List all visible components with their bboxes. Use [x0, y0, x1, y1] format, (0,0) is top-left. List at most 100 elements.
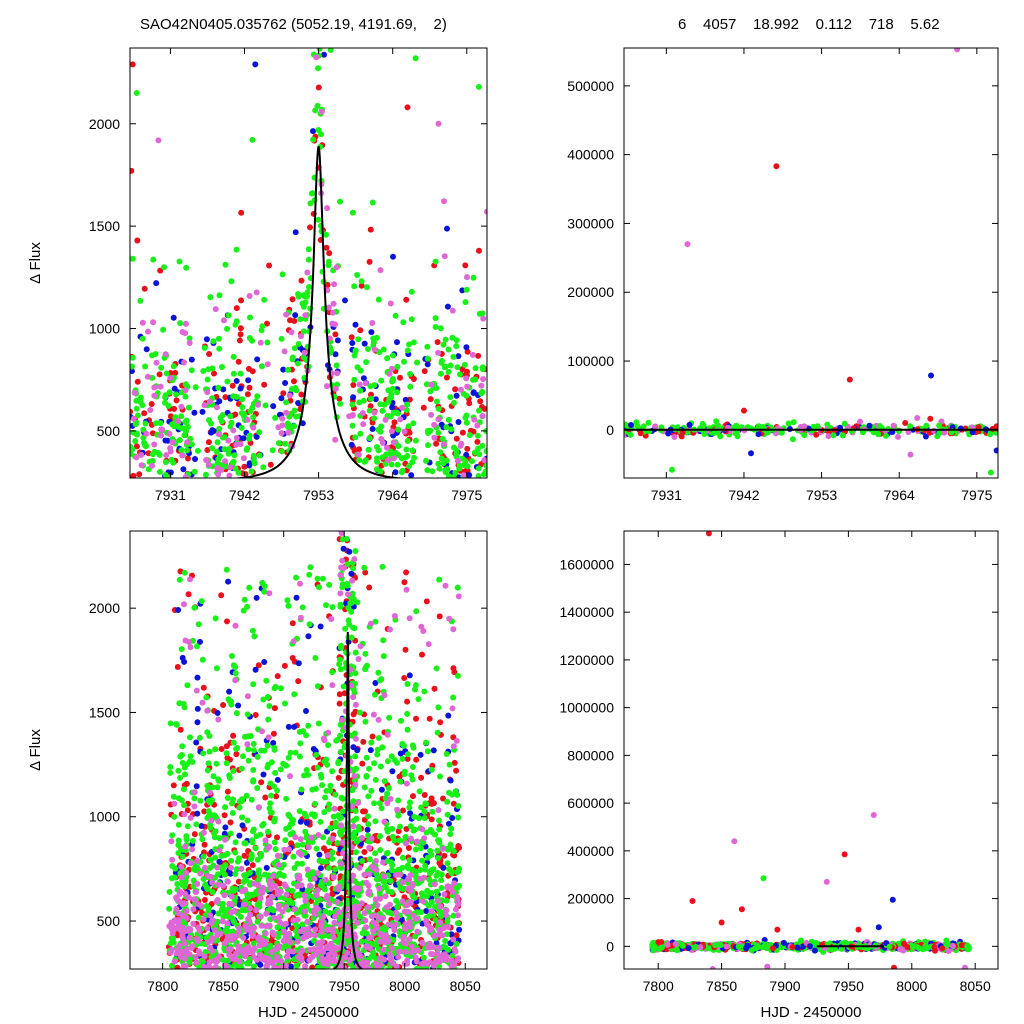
data-point [352, 934, 359, 941]
y-tick-label: 1500 [89, 218, 120, 234]
data-point [178, 447, 185, 454]
data-point [419, 940, 426, 947]
data-point [293, 574, 300, 581]
data-point [250, 681, 257, 688]
data-point [353, 838, 360, 845]
data-point [278, 958, 285, 965]
data-point [287, 749, 294, 756]
data-point [262, 940, 269, 947]
data-point [403, 569, 410, 576]
data-point [214, 932, 221, 938]
data-point [265, 828, 271, 835]
data-point [264, 742, 271, 749]
data-point [362, 718, 369, 725]
data-point [380, 946, 387, 953]
data-point [890, 422, 897, 429]
data-point [332, 436, 339, 443]
data-point [346, 957, 353, 964]
data-point [166, 888, 173, 895]
data-point [222, 804, 228, 811]
data-point [338, 716, 345, 723]
data-point [320, 913, 327, 920]
data-point [227, 819, 234, 826]
data-point [329, 929, 336, 936]
data-point [454, 457, 461, 464]
data-point [357, 367, 364, 374]
data-point [414, 838, 420, 845]
data-point [193, 739, 200, 746]
data-point [330, 813, 337, 820]
data-point [224, 878, 231, 885]
data-point [244, 817, 251, 824]
data-point [259, 956, 266, 963]
data-point [285, 424, 291, 430]
data-point [987, 431, 994, 438]
data-point [403, 296, 410, 303]
data-point [236, 832, 243, 839]
data-point [374, 458, 380, 465]
data-point [387, 626, 393, 633]
data-point [409, 459, 416, 466]
data-point [431, 421, 438, 428]
data-point [364, 662, 370, 669]
data-point [410, 793, 416, 800]
data-point [339, 557, 346, 564]
y-tick-label: 500000 [567, 78, 614, 94]
data-point [390, 455, 397, 462]
data-point [265, 761, 272, 768]
data-point [168, 946, 175, 953]
data-point [240, 455, 247, 462]
data-point [409, 764, 416, 770]
data-point [405, 908, 412, 915]
data-point [143, 346, 150, 353]
data-point [191, 789, 198, 796]
data-point [293, 962, 300, 969]
data-point [168, 838, 175, 845]
data-point [200, 684, 207, 691]
data-point [839, 432, 846, 439]
data-point [371, 800, 378, 807]
data-point [285, 948, 292, 955]
data-point [283, 825, 290, 832]
data-point [401, 675, 408, 681]
data-point [348, 334, 355, 341]
data-point [296, 753, 303, 760]
data-point [239, 822, 246, 829]
data-point [778, 429, 785, 436]
data-point [249, 627, 256, 634]
data-point [315, 832, 322, 838]
data-point [330, 300, 337, 307]
data-point [420, 839, 427, 846]
data-point [413, 608, 420, 615]
data-point [162, 399, 168, 406]
data-point [184, 823, 191, 830]
data-point [314, 870, 321, 877]
y-tick-label: 400000 [567, 147, 614, 163]
data-point [415, 880, 422, 887]
data-point [454, 584, 461, 591]
data-point [307, 882, 313, 889]
data-point [175, 850, 182, 856]
data-point [153, 420, 160, 427]
data-point [241, 840, 248, 847]
data-point [366, 584, 373, 591]
data-point [424, 361, 431, 368]
data-point [205, 461, 212, 468]
data-point [324, 895, 330, 902]
y-tick-label: 1500 [89, 704, 120, 720]
data-point [363, 284, 370, 291]
data-point [410, 744, 417, 751]
data-point [174, 664, 181, 670]
data-point [356, 709, 363, 716]
data-point [280, 861, 287, 868]
data-point [190, 920, 197, 927]
data-point [341, 690, 348, 697]
data-point [436, 931, 442, 938]
data-point [235, 928, 242, 935]
data-point [397, 416, 404, 423]
data-point [250, 828, 256, 835]
data-point [172, 865, 179, 872]
data-point [389, 867, 395, 874]
data-point [363, 944, 370, 951]
data-point [288, 840, 295, 847]
